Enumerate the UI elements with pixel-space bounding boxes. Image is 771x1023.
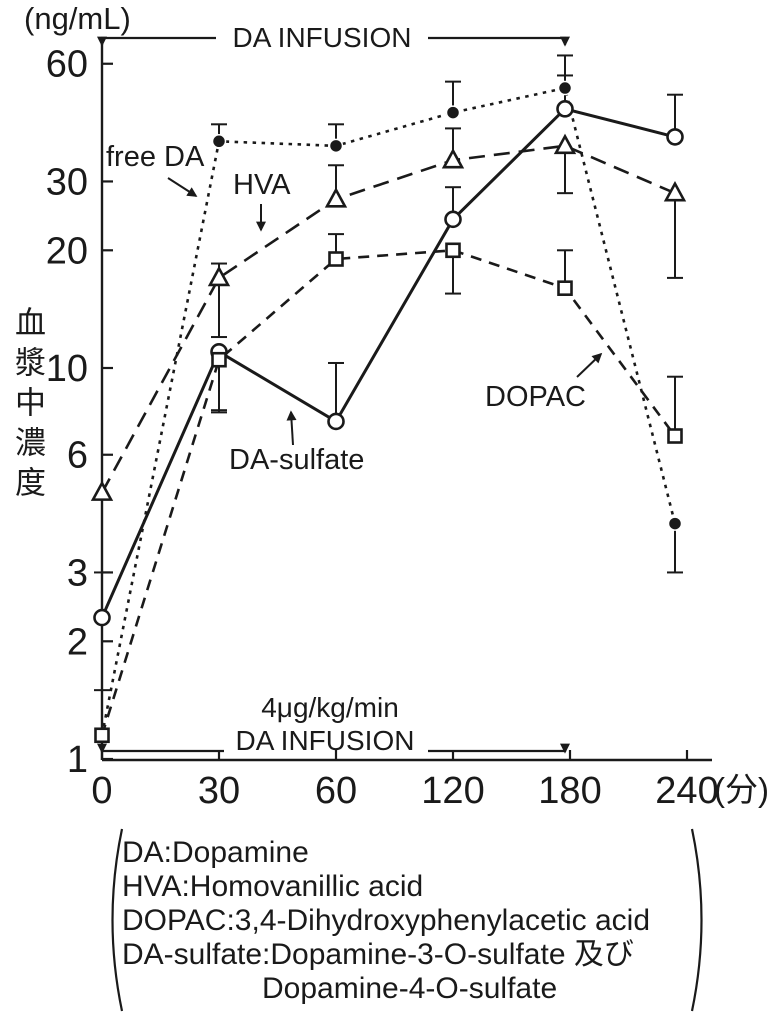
open-circle-marker bbox=[93, 608, 111, 627]
x-tick-label: 240 bbox=[655, 770, 718, 812]
open-triangle-marker bbox=[553, 133, 577, 155]
open-square-marker bbox=[667, 428, 683, 444]
x-tick-label: 120 bbox=[421, 770, 484, 812]
open-square-marker bbox=[328, 251, 344, 267]
y-ticks: 1 2 3 6 10 20 30 60 bbox=[46, 44, 113, 781]
legend-brackets bbox=[111, 828, 703, 1012]
legend-paren-right bbox=[690, 828, 703, 1012]
infusion-bracket-bottom-right-arm bbox=[428, 743, 570, 754]
y-tick-label: 10 bbox=[46, 348, 88, 390]
x-tick-label: 0 bbox=[91, 770, 112, 812]
x-tick-label: 60 bbox=[315, 770, 357, 812]
series-label-hva: HVA bbox=[233, 169, 291, 201]
legend-line-da-sulfate-cont: Dopamine-4-O-sulfate bbox=[262, 972, 558, 1005]
open-circle-marker bbox=[444, 210, 462, 229]
legend-line-da-sulfate: DA-sulfate:Dopamine-3-O-sulfate 及び bbox=[122, 938, 634, 971]
legend-line-da: DA:Dopamine bbox=[122, 836, 309, 869]
infusion-bracket-bottom-left-arm bbox=[97, 743, 224, 754]
x-axis-unit: (分) bbox=[714, 771, 769, 808]
series-label-dopac: DOPAC bbox=[485, 381, 586, 413]
series-line-free-da bbox=[100, 86, 677, 736]
legend: DA:Dopamine HVA:Homovanillic acid DOPAC:… bbox=[122, 836, 697, 1006]
legend-paren-left bbox=[111, 828, 124, 1012]
y-tick-label: 1 bbox=[67, 739, 88, 781]
annotation-arrow-da-sulfate bbox=[286, 410, 297, 446]
series-line-dopac bbox=[100, 248, 677, 736]
open-triangle-marker bbox=[324, 187, 348, 208]
open-triangle-marker bbox=[441, 147, 465, 169]
open-square-marker bbox=[94, 727, 110, 744]
filled-circle-marker bbox=[211, 134, 227, 149]
series-markers bbox=[90, 80, 687, 744]
filled-circle-marker bbox=[328, 138, 344, 154]
infusion-bracket-top bbox=[97, 36, 570, 47]
infusion-bracket-bottom-label: DA INFUSION bbox=[235, 725, 415, 756]
x-ticks: 0 30 60 120 180 240(分) bbox=[91, 750, 769, 812]
series-label-free-da: free DA bbox=[106, 141, 205, 173]
annotation-arrow-free-da bbox=[167, 177, 198, 197]
y-tick-label: 60 bbox=[46, 44, 88, 86]
filled-circle-marker bbox=[445, 105, 461, 120]
y-axis-title: 血漿中濃度 bbox=[10, 306, 45, 506]
y-tick-label: 6 bbox=[67, 435, 88, 477]
x-tick-label: 180 bbox=[538, 770, 601, 812]
infusion-bracket-bottom bbox=[97, 743, 570, 754]
y-tick-label: 20 bbox=[46, 230, 88, 272]
filled-circle-marker bbox=[557, 80, 573, 96]
y-tick-label: 2 bbox=[67, 621, 88, 663]
open-triangle-marker bbox=[207, 265, 231, 287]
legend-line-hva: HVA:Homovanillic acid bbox=[122, 870, 424, 903]
y-axis-unit: (ng/mL) bbox=[24, 1, 131, 36]
annotation-arrow-dopac bbox=[576, 352, 603, 378]
infusion-rate-label: 4μg/kg/min bbox=[261, 692, 399, 723]
filled-circle-marker bbox=[667, 516, 683, 531]
series-lines bbox=[100, 86, 677, 736]
open-square-marker bbox=[211, 351, 227, 368]
series-line-da-sulfate bbox=[100, 107, 676, 619]
open-triangle-marker bbox=[663, 180, 687, 202]
infusion-bracket-top-label: DA INFUSION bbox=[232, 22, 412, 53]
open-triangle-marker bbox=[90, 480, 114, 501]
legend-line-dopac: DOPAC:3,4-Dihydroxyphenylacetic acid bbox=[122, 904, 651, 937]
y-tick-label: 3 bbox=[67, 552, 88, 594]
infusion-bracket-top-right-arm bbox=[428, 36, 570, 47]
series-line-hva bbox=[100, 144, 676, 494]
y-tick-label: 30 bbox=[46, 161, 88, 203]
open-square-marker bbox=[557, 280, 573, 296]
x-tick-label: 30 bbox=[198, 770, 240, 812]
infusion-bracket-top-left-arm bbox=[97, 36, 216, 47]
open-circle-marker bbox=[666, 128, 684, 146]
open-circle-marker bbox=[327, 412, 345, 431]
annotation-arrows bbox=[167, 177, 603, 446]
series-label-da-sulfate: DA-sulfate bbox=[229, 444, 365, 476]
open-circle-marker bbox=[556, 100, 574, 118]
open-square-marker bbox=[445, 242, 461, 259]
